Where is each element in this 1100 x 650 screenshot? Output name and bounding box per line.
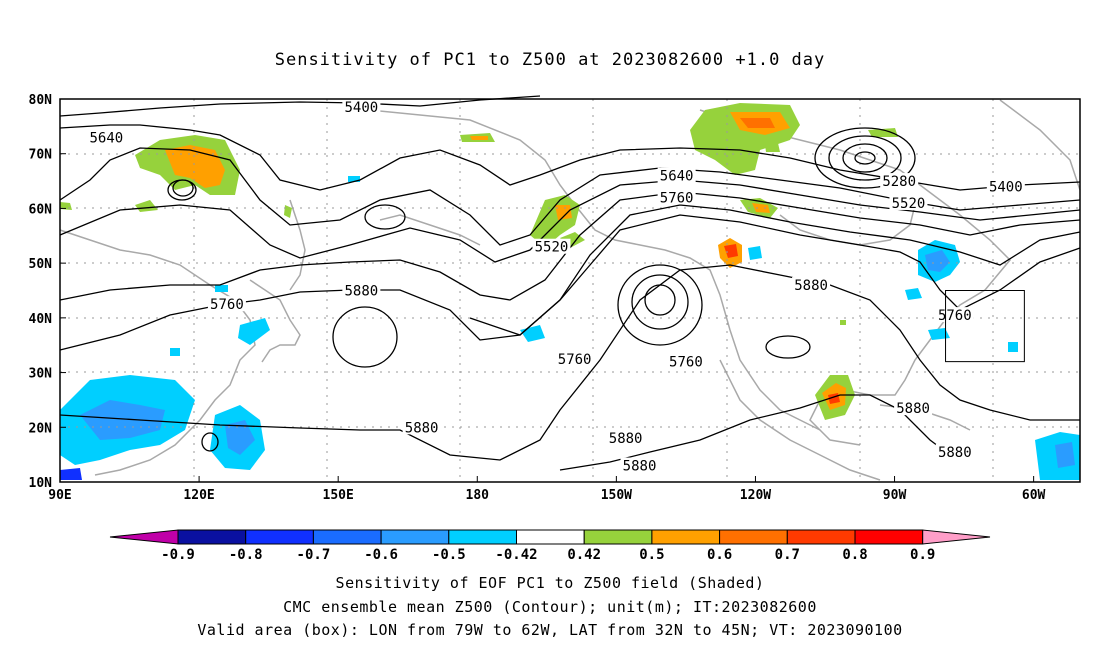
colorbar-left-arrow — [109, 529, 179, 545]
colorbar-segment — [786, 529, 856, 545]
footer-line-contour: CMC ensemble mean Z500 (Contour); unit(m… — [283, 598, 817, 616]
contour-label-bg — [87, 129, 126, 145]
contour-label-bg — [986, 178, 1025, 194]
contour-label-bg — [402, 419, 441, 435]
colorbar-label: 0.7 — [775, 547, 800, 563]
lat-label: 50N — [29, 257, 53, 272]
lat-label: 10N — [29, 476, 53, 491]
map-frame — [59, 98, 1081, 483]
colorbar-segment — [448, 529, 517, 545]
contour-label: 5760 — [669, 355, 703, 371]
contour-label: 5760 — [210, 297, 244, 313]
lat-label: 70N — [29, 148, 53, 163]
contour-label: 5640 — [660, 169, 694, 185]
coastlines — [59, 99, 1081, 481]
contour-label-bg — [894, 400, 933, 416]
contour-label: 5520 — [892, 196, 926, 212]
colorbar-label: -0.9 — [161, 547, 195, 563]
colorbar-label: -0.6 — [364, 547, 398, 563]
contour-label-bg — [620, 457, 659, 473]
colorbar-label: -0.8 — [229, 547, 263, 563]
contour-label-bg — [792, 277, 831, 293]
contour-label-bg — [666, 353, 705, 369]
lon-label: 90W — [883, 488, 907, 503]
colorbar-right-arrow — [922, 529, 991, 545]
latitude-labels: 80N 70N 60N 50N 40N 30N 20N 10N — [29, 93, 66, 491]
colorbar-label: -0.7 — [297, 547, 331, 563]
contour-label: 5760 — [938, 308, 972, 324]
lon-label: 120E — [183, 488, 214, 503]
contour-label-bg — [935, 443, 974, 459]
contour-label: 5880 — [623, 459, 657, 475]
lon-label: 90E — [48, 488, 71, 503]
map-title: Sensitivity of PC1 to Z500 at 2023082600… — [274, 50, 826, 70]
colorbar-label: 0.6 — [707, 547, 732, 563]
z500-contours — [59, 95, 1081, 471]
colorbar-segment — [719, 529, 788, 545]
lat-label: 40N — [29, 312, 53, 327]
lat-label: 30N — [29, 367, 53, 382]
contour-label-bg — [342, 282, 381, 298]
contour-label: 5760 — [558, 352, 592, 368]
contour-label-bg — [342, 99, 381, 115]
colorbar-label: -0.42 — [495, 547, 537, 563]
contour-label: 5400 — [989, 180, 1023, 196]
contour-label-bg — [555, 350, 594, 366]
lon-label: 60W — [1022, 488, 1046, 503]
contour-label: 5880 — [794, 278, 828, 294]
contour-label: 5280 — [882, 174, 916, 190]
contour-label: 5640 — [90, 130, 124, 146]
colorbar-label: -0.5 — [432, 547, 466, 563]
footer-line-shaded: Sensitivity of EOF PC1 to Z500 field (Sh… — [335, 574, 765, 592]
contour-label-bg — [532, 238, 571, 254]
sensitivity-shading — [60, 103, 1080, 480]
contour-label-bg — [880, 173, 919, 189]
colorbar-label: 0.8 — [842, 547, 867, 563]
colorbar-segment — [245, 529, 314, 545]
colorbar-segment — [854, 529, 924, 545]
colorbar-label: 0.5 — [639, 547, 664, 563]
colorbar-segment — [516, 529, 585, 545]
colorbar-label: 0.9 — [910, 547, 935, 563]
contour-label: 5880 — [405, 420, 439, 436]
contour-label: 5880 — [609, 431, 643, 447]
colorbar-segment — [380, 529, 450, 545]
footer-line-valid-area: Valid area (box): LON from 79W to 62W, L… — [197, 621, 903, 639]
lat-label: 60N — [29, 202, 53, 217]
colorbar-segment — [651, 529, 721, 545]
lon-label: 120W — [740, 488, 771, 503]
lat-label: 80N — [29, 93, 53, 108]
contour-label-bg — [889, 194, 928, 210]
contour-label: 5880 — [938, 445, 972, 461]
longitude-labels: 90E 120E 150E 180 150W 120W 90W 60W — [48, 476, 1046, 503]
contour-label-bg — [207, 296, 246, 312]
contour-label: 5520 — [535, 240, 569, 256]
colorbar-segment — [312, 529, 382, 545]
contour-label: 5880 — [896, 401, 930, 417]
colorbar-segment — [583, 529, 653, 545]
colorbar — [109, 529, 991, 545]
contour-label: 5400 — [345, 100, 379, 116]
colorbar-labels: -0.9 -0.8 -0.7 -0.6 -0.5 -0.42 0.42 0.5 0.6 0.7 0.… — [161, 547, 935, 563]
lon-label: 180 — [466, 488, 490, 503]
contour-label-bg — [657, 167, 696, 183]
contour-label: 5760 — [660, 190, 694, 206]
contour-label-bg — [606, 430, 645, 446]
valid-area-box — [945, 290, 1025, 363]
colorbar-label: 0.42 — [567, 547, 601, 563]
contour-label-bg — [657, 189, 696, 205]
lon-label: 150E — [323, 488, 354, 503]
colorbar-segment — [177, 529, 247, 545]
contour-label: 5880 — [345, 284, 379, 300]
lat-label: 20N — [29, 421, 53, 436]
contour-labels: 5400 5640 5640 5760 5520 5280 5520 5400 5760 5880… — [87, 99, 1025, 475]
lon-label: 150W — [601, 488, 632, 503]
